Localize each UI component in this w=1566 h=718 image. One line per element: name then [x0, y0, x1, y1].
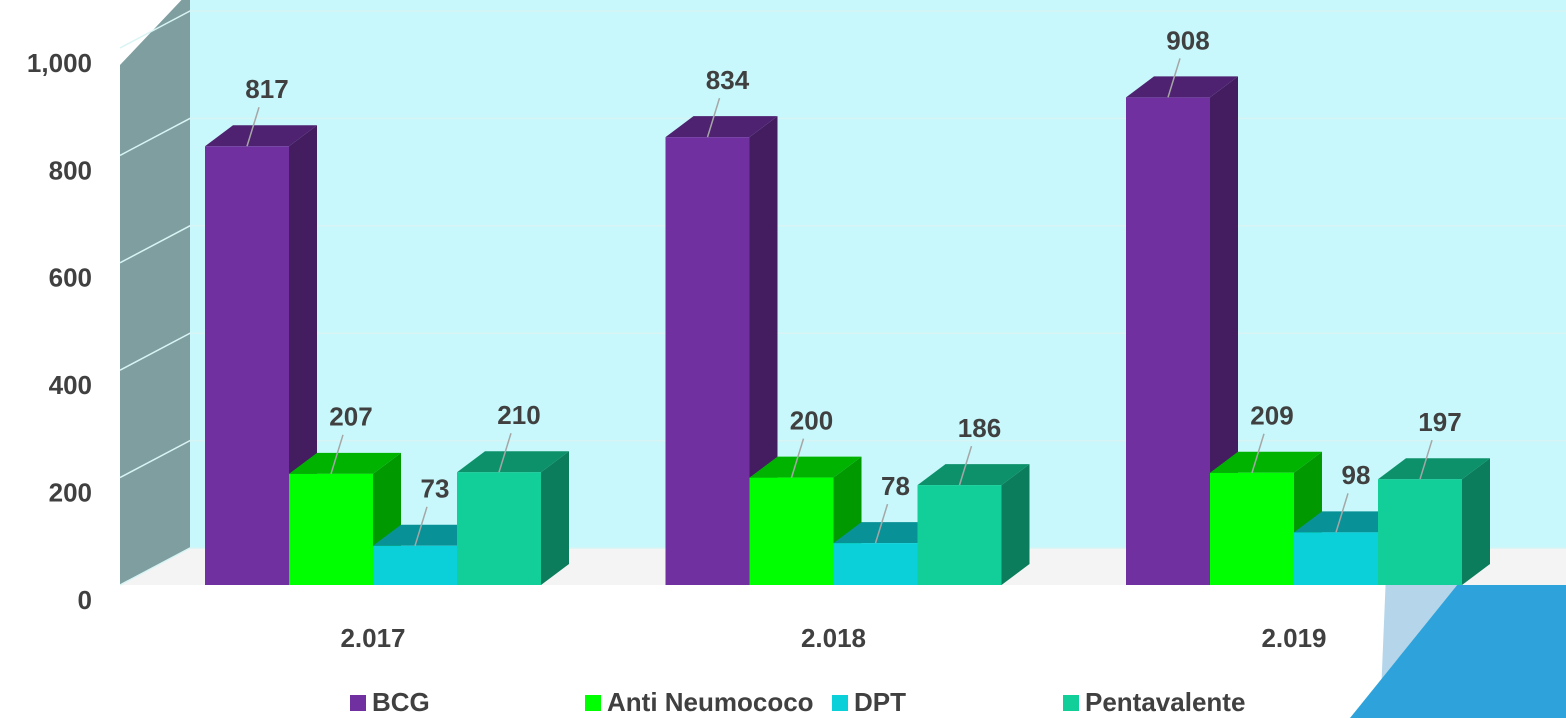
value-label: 908: [1166, 25, 1209, 55]
grid-line: [119, 547, 1566, 586]
bar-top: [749, 456, 862, 478]
value-label: 207: [329, 402, 372, 432]
legend-swatch: [585, 695, 601, 711]
legend-label: Anti Neumococo: [607, 687, 814, 717]
bar: [665, 137, 750, 585]
value-label: 98: [1342, 460, 1371, 490]
leader-line: [1167, 58, 1181, 98]
grid-line: [119, 225, 1566, 264]
bar-side: [1462, 458, 1490, 585]
y-tick-label: 400: [49, 370, 92, 400]
side-wall: [120, 0, 190, 585]
legend-label: DPT: [854, 687, 906, 717]
bar: [749, 477, 834, 585]
grid-line: [119, 10, 1566, 49]
bar: [833, 543, 918, 585]
bar: [289, 473, 373, 585]
value-label: 78: [881, 471, 910, 501]
y-tick-label: 200: [49, 477, 92, 507]
bar: [1126, 97, 1210, 586]
bar: [1294, 532, 1378, 585]
bar: [1210, 472, 1294, 585]
value-label: 73: [421, 474, 450, 504]
legend-swatch: [350, 695, 366, 711]
value-label: 210: [497, 400, 540, 430]
legend-label: BCG: [372, 687, 430, 717]
bar: [373, 545, 457, 585]
x-tick-label: 2.018: [801, 623, 866, 653]
leader-line: [706, 97, 721, 138]
leader-line: [498, 433, 512, 473]
leader-line: [414, 506, 428, 547]
value-label: 200: [790, 405, 833, 435]
y-tick-label: 0: [78, 585, 92, 615]
y-tick-label: 1,000: [27, 48, 92, 78]
x-tick-label: 2.017: [340, 623, 405, 653]
y-tick-label: 600: [49, 263, 92, 293]
leader-line: [958, 445, 973, 486]
bar-top: [457, 451, 569, 473]
bar-side: [1001, 464, 1030, 585]
bar-top: [289, 452, 401, 474]
value-label: 186: [958, 413, 1001, 443]
legend-label: Pentavalente: [1085, 687, 1245, 717]
bar: [205, 146, 289, 585]
bar-side: [541, 451, 569, 585]
x-tick-label: 2.019: [1261, 623, 1326, 653]
legend-swatch: [1063, 695, 1079, 711]
bar: [917, 485, 1002, 585]
value-label: 834: [706, 65, 750, 95]
value-label: 817: [245, 74, 288, 104]
legend-swatch: [832, 695, 848, 711]
leader-line: [330, 434, 344, 475]
bar-top: [1126, 76, 1238, 98]
grid-line: [119, 439, 1566, 479]
grid-line: [119, 332, 1566, 371]
value-label: 197: [1418, 407, 1461, 437]
leader-line: [246, 107, 260, 147]
bar: [1378, 479, 1462, 585]
bar-top: [917, 464, 1030, 486]
leader-line: [1419, 439, 1433, 480]
leader-line: [874, 503, 889, 544]
y-tick-label: 800: [49, 155, 92, 185]
leader-line: [1335, 493, 1349, 533]
bar: [457, 472, 541, 585]
bar-top: [1210, 451, 1322, 473]
bar-top: [665, 116, 778, 138]
bar-top: [1378, 458, 1490, 480]
leader-line: [790, 438, 805, 478]
bar-top: [205, 125, 317, 147]
grid-line: [119, 117, 1566, 157]
leader-line: [1251, 433, 1265, 473]
value-label: 209: [1250, 401, 1293, 431]
